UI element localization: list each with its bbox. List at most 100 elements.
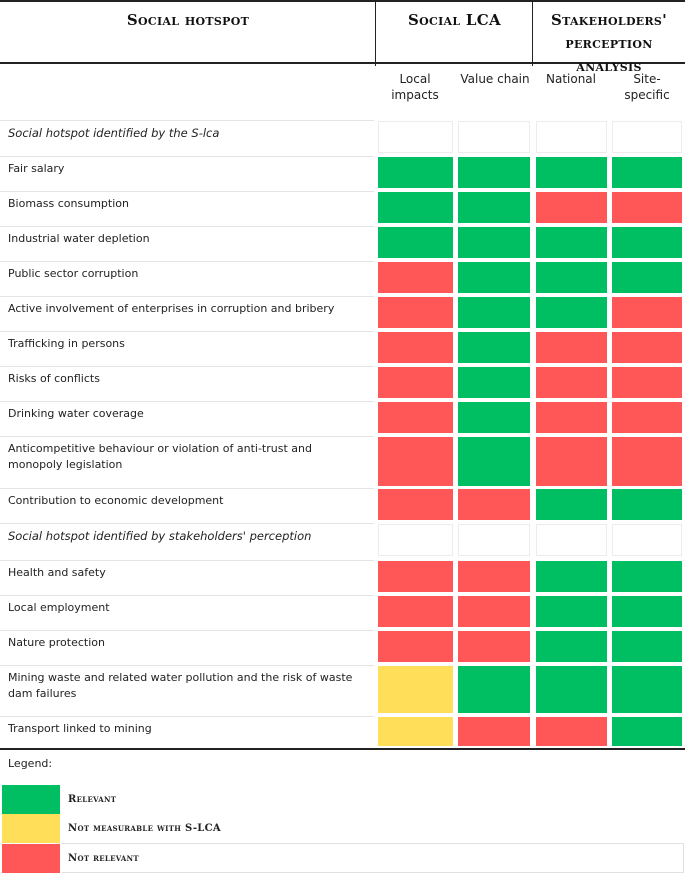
status-cell-relevant <box>536 489 607 520</box>
legend-swatch-relevant <box>2 785 60 814</box>
subheader-local-impacts: Local impacts <box>391 72 439 102</box>
status-cell-empty <box>378 524 453 556</box>
status-cell-relevant <box>612 666 682 713</box>
status-cell-not-relevant <box>378 561 453 592</box>
status-cell-not-relevant <box>612 367 682 398</box>
status-cell-not-relevant <box>458 596 530 627</box>
status-cell-relevant <box>612 227 682 258</box>
status-cell-not-relevant <box>378 367 453 398</box>
status-cell-relevant <box>536 297 607 328</box>
header-social-lca: Social LCA <box>376 0 533 64</box>
status-cell-relevant <box>612 489 682 520</box>
status-cell-empty <box>458 524 530 556</box>
row-label: Fair salary <box>0 156 374 188</box>
status-cell-relevant <box>458 227 530 258</box>
status-cell-relevant <box>458 666 530 713</box>
status-cell-not-relevant <box>536 192 607 223</box>
legend-swatch-not-relevant <box>2 844 60 873</box>
subheader-national: National <box>545 72 596 86</box>
subheader-value-chain: Value chain <box>460 72 530 86</box>
status-cell-relevant <box>536 227 607 258</box>
status-cell-not-relevant <box>378 297 453 328</box>
status-cell-relevant <box>612 596 682 627</box>
status-cell-not-measurable <box>378 666 453 713</box>
legend-label: Not relevant <box>68 853 139 864</box>
legend-label: Not measurable with S-LCA <box>68 823 221 834</box>
row-label: Nature protection <box>0 630 374 662</box>
row-label: Public sector corruption <box>0 261 374 293</box>
header-separator <box>375 0 376 66</box>
table-bottom-rule <box>0 748 685 750</box>
row-label: Health and safety <box>0 560 374 592</box>
status-cell-not-relevant <box>536 717 607 746</box>
header-social-lca-label: Social LCA <box>408 11 501 29</box>
status-cell-empty <box>612 524 682 556</box>
row-label: Active involvement of enterprises in cor… <box>0 296 374 328</box>
status-cell-empty <box>378 121 453 153</box>
header-stakeholders-label: Stakeholders' perception analysis <box>550 11 668 75</box>
status-cell-relevant <box>536 666 607 713</box>
status-cell-relevant <box>458 262 530 293</box>
status-cell-relevant <box>536 596 607 627</box>
status-cell-not-relevant <box>378 437 453 486</box>
status-cell-relevant <box>536 561 607 592</box>
row-label: Industrial water depletion <box>0 226 374 258</box>
status-cell-relevant <box>458 367 530 398</box>
header-social-hotspot-label: Social hotspot <box>126 11 250 29</box>
status-cell-relevant <box>378 227 453 258</box>
status-cell-relevant <box>612 717 682 746</box>
section-heading: Social hotspot identified by stakeholder… <box>0 523 374 556</box>
row-label: Anticompetitive behaviour or violation o… <box>0 436 374 486</box>
subheader-site-specific: Site-specific <box>624 72 670 102</box>
status-cell-not-relevant <box>458 489 530 520</box>
status-cell-relevant <box>458 157 530 188</box>
status-cell-not-relevant <box>536 437 607 486</box>
status-cell-relevant <box>458 332 530 363</box>
status-cell-not-relevant <box>536 332 607 363</box>
row-label: Transport linked to mining <box>0 716 374 746</box>
status-cell-empty <box>536 524 607 556</box>
section-heading: Social hotspot identified by the S-lca <box>0 120 374 153</box>
header-separator <box>532 0 533 66</box>
status-cell-relevant <box>536 157 607 188</box>
row-label: Trafficking in persons <box>0 331 374 363</box>
status-cell-not-relevant <box>536 367 607 398</box>
status-cell-not-relevant <box>612 332 682 363</box>
status-cell-not-relevant <box>536 402 607 433</box>
status-cell-not-relevant <box>378 596 453 627</box>
legend-title: Legend: <box>8 757 53 770</box>
status-cell-not-relevant <box>378 631 453 662</box>
status-cell-not-relevant <box>378 332 453 363</box>
status-cell-relevant <box>458 437 530 486</box>
legend-frame <box>62 843 684 873</box>
status-cell-not-relevant <box>612 297 682 328</box>
row-label: Risks of conflicts <box>0 366 374 398</box>
status-cell-relevant <box>378 157 453 188</box>
status-cell-empty <box>612 121 682 153</box>
status-cell-relevant <box>612 262 682 293</box>
legend-label: Relevant <box>68 794 117 805</box>
row-label: Biomass consumption <box>0 191 374 223</box>
legend-swatch-not-measurable <box>2 814 60 843</box>
status-cell-empty <box>458 121 530 153</box>
status-cell-not-relevant <box>378 402 453 433</box>
row-label: Drinking water coverage <box>0 401 374 433</box>
status-cell-not-relevant <box>612 437 682 486</box>
status-cell-relevant <box>458 402 530 433</box>
status-cell-not-relevant <box>612 402 682 433</box>
row-label: Mining waste and related water pollution… <box>0 665 374 713</box>
status-cell-not-relevant <box>378 489 453 520</box>
status-cell-relevant <box>612 561 682 592</box>
status-cell-relevant <box>378 192 453 223</box>
status-cell-not-relevant <box>612 192 682 223</box>
header-social-hotspot: Social hotspot <box>0 0 376 64</box>
status-cell-relevant <box>536 262 607 293</box>
status-cell-not-relevant <box>458 561 530 592</box>
status-cell-relevant <box>536 631 607 662</box>
row-label: Contribution to economic development <box>0 488 374 520</box>
status-cell-relevant <box>458 297 530 328</box>
status-cell-relevant <box>612 157 682 188</box>
status-cell-relevant <box>458 192 530 223</box>
status-cell-not-relevant <box>458 717 530 746</box>
row-label: Local employment <box>0 595 374 627</box>
